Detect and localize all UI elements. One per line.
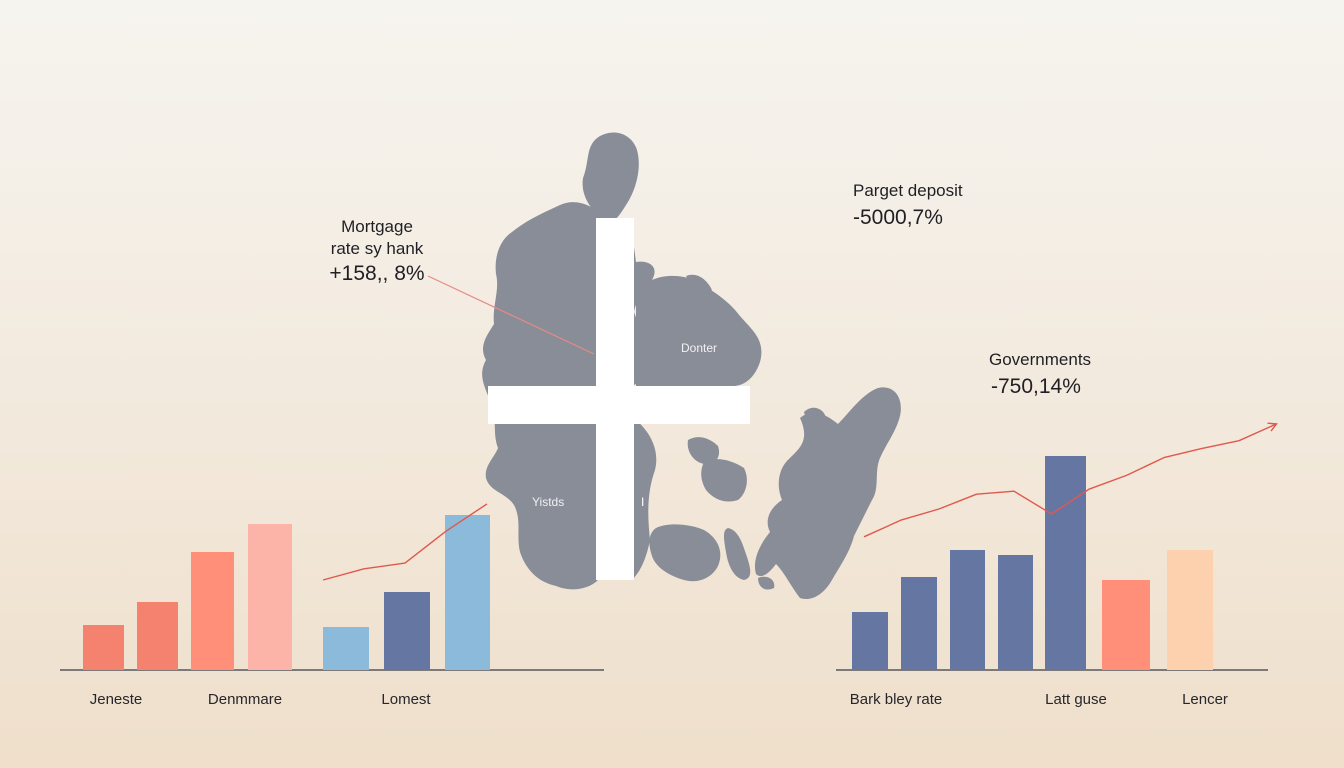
- category-label-latt-guse: Latt guse: [1045, 691, 1107, 708]
- mortgage-value: +158,, 8%: [329, 262, 425, 285]
- mortgage-label-line2: rate sy hank: [330, 239, 424, 258]
- trend-arrowhead: [1267, 422, 1278, 432]
- parget-annotation: Parget deposit -5000,7%: [853, 180, 963, 232]
- bar-1-6: [384, 592, 430, 670]
- bar-1-2: [137, 602, 178, 670]
- bar-2-4: [998, 555, 1033, 670]
- map-label-west: Yistds: [532, 495, 565, 509]
- bar-2-2: [901, 577, 937, 670]
- bar-1-4: [248, 524, 292, 670]
- mortgage-annotation: Mortgage rate sy hank +158,, 8%: [322, 216, 432, 288]
- trend-line-left: [322, 503, 488, 581]
- category-label-jeneste: Jeneste: [89, 691, 143, 708]
- bar-2-1: [852, 612, 888, 670]
- map-label-mark: I: [641, 495, 645, 509]
- bar-2-6: [1102, 580, 1150, 670]
- bar-1-7: [445, 515, 490, 670]
- bar-2-3: [950, 550, 985, 670]
- bar-1-3: [191, 552, 234, 670]
- category-label-bark-bley-rate: Bark bley rate: [849, 691, 943, 708]
- category-label-denmmare: Denmmare: [207, 691, 283, 708]
- trend-line-right: [863, 423, 1277, 538]
- parget-value: -5000,7%: [853, 206, 943, 229]
- governments-value: -750,14%: [991, 375, 1081, 398]
- parget-label: Parget deposit: [853, 181, 963, 200]
- mortgage-label-line1: Mortgage: [341, 217, 413, 236]
- map-label-east: Donter: [681, 341, 718, 355]
- bar-2-7: [1167, 550, 1213, 670]
- bar-1-1: [83, 625, 124, 670]
- governments-label: Governments: [989, 350, 1092, 369]
- bar-1-5: [323, 627, 369, 670]
- category-label-lencer: Lencer: [1182, 691, 1228, 708]
- bar-2-5: [1045, 456, 1086, 670]
- category-label-lomest: Lomest: [381, 691, 431, 708]
- governments-annotation: Governments -750,14%: [989, 349, 1091, 401]
